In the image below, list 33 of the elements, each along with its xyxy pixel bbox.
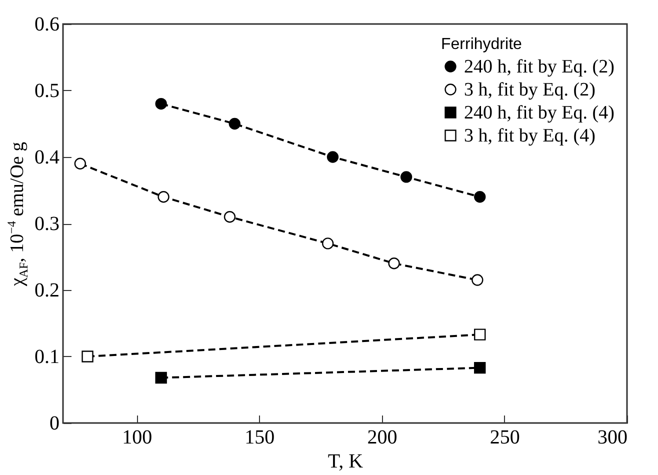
legend-title: Ferrihydrite [441, 36, 522, 53]
point [400, 171, 412, 183]
y-tick-label: 0.6 [34, 14, 60, 36]
point [82, 350, 94, 362]
point [474, 328, 486, 340]
point [155, 98, 167, 110]
point [224, 211, 236, 223]
y-tick-label: 0.2 [34, 280, 60, 302]
x-tick-label: 150 [244, 426, 275, 448]
point [74, 158, 86, 170]
y-tick-label: 0.3 [34, 213, 60, 235]
x-tick-label: 250 [490, 426, 520, 448]
point [472, 274, 484, 286]
point [155, 372, 167, 384]
point [322, 238, 334, 250]
legend-label: 240 h, fit by Eq. (4) [464, 102, 614, 124]
point [474, 362, 486, 374]
x-tick-label: 300 [598, 426, 628, 448]
point [158, 191, 170, 203]
point [388, 258, 400, 270]
legend-label: 3 h, fit by Eq. (2) [464, 80, 596, 100]
point [228, 118, 240, 130]
y-tick-label: 0 [50, 412, 60, 434]
y-tick-label: 0.4 [34, 146, 60, 168]
x-tick-label: 100 [122, 426, 152, 448]
point [474, 191, 486, 203]
x-tick-label: 200 [367, 426, 398, 448]
x-axis-title: T, K [328, 450, 364, 472]
legend-label: 3 h, fit by Eq. (4) [464, 126, 596, 146]
y-tick-label: 0.1 [34, 346, 60, 368]
point [326, 151, 339, 163]
y-tick-label: 0.5 [34, 80, 60, 102]
legend-label: 240 h, fit by Eq. (2) [464, 56, 614, 78]
